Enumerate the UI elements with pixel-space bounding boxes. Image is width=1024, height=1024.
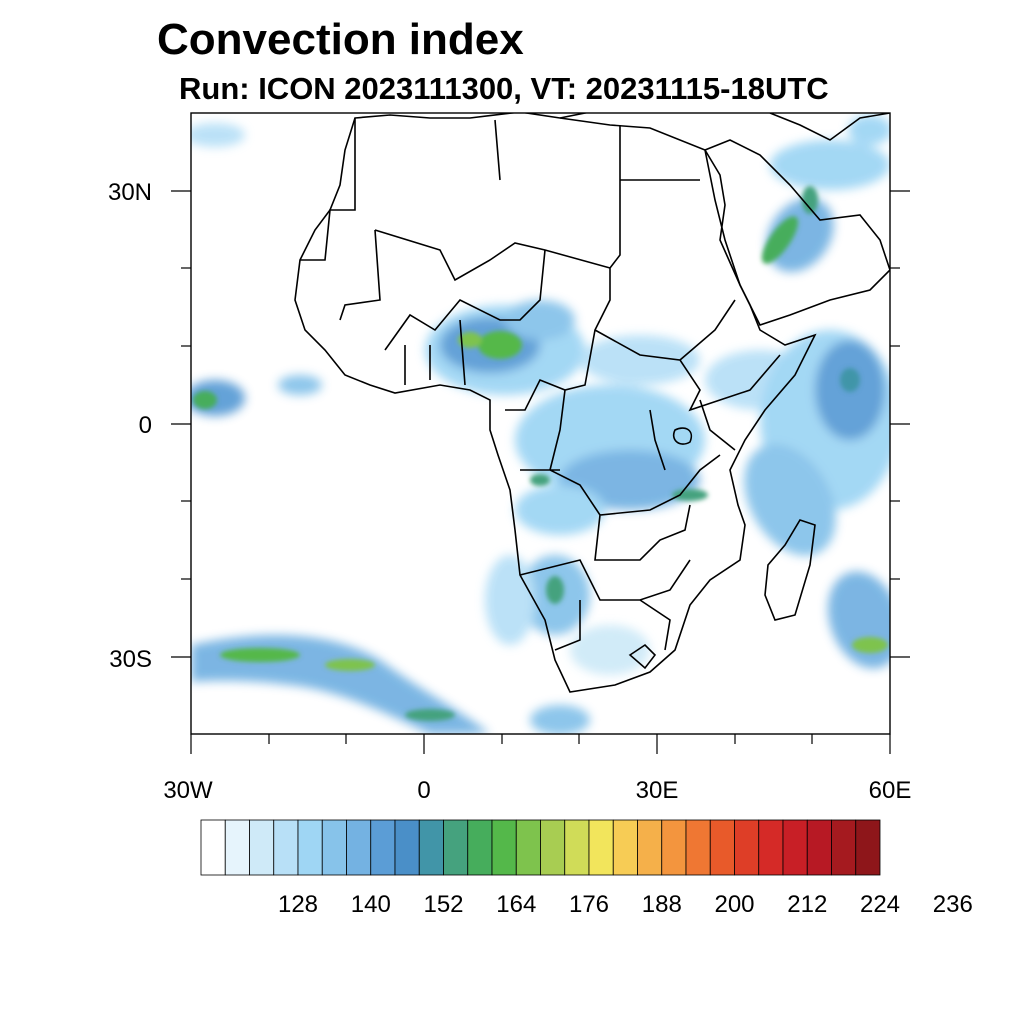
colorbar-swatch xyxy=(200,819,226,876)
colorbar-swatch xyxy=(297,819,323,876)
colorbar-swatch xyxy=(831,819,857,876)
colorbar-swatch xyxy=(418,819,444,876)
colorbar-label: 188 xyxy=(642,891,682,918)
lon-tick-label: 30E xyxy=(636,777,679,804)
colorbar-labels: 128 140 152 164 176 188 200 212 224 236 xyxy=(278,891,973,918)
colorbar-label: 176 xyxy=(569,891,609,918)
colorbar-swatch xyxy=(224,819,250,876)
colorbar-label: 164 xyxy=(496,891,536,918)
colorbar xyxy=(200,819,881,876)
axis-ticks xyxy=(171,190,910,754)
colorbar-label: 200 xyxy=(714,891,754,918)
colorbar-swatch xyxy=(637,819,663,876)
colorbar-swatch xyxy=(588,819,614,876)
chart-subtitle: Run: ICON 2023111300, VT: 20231115-18UTC xyxy=(179,71,829,106)
lat-tick-label: 30S xyxy=(109,646,152,673)
colorbar-label: 236 xyxy=(933,891,973,918)
colorbar-swatch xyxy=(661,819,687,876)
colorbar-swatch xyxy=(709,819,735,876)
colorbar-swatch xyxy=(467,819,493,876)
colorbar-swatch xyxy=(346,819,372,876)
convection-field xyxy=(191,115,890,734)
colorbar-swatch xyxy=(321,819,347,876)
colorbar-swatch xyxy=(249,819,275,876)
colorbar-label: 212 xyxy=(787,891,827,918)
chart-title: Convection index xyxy=(157,15,524,64)
colorbar-swatch xyxy=(273,819,299,876)
colorbar-swatch xyxy=(515,819,541,876)
lat-tick-label: 30N xyxy=(108,179,152,206)
colorbar-label: 152 xyxy=(423,891,463,918)
colorbar-label: 140 xyxy=(351,891,391,918)
colorbar-swatch xyxy=(855,819,881,876)
colorbar-swatch xyxy=(758,819,784,876)
lon-tick-label: 30W xyxy=(163,777,213,804)
lon-tick-label: 0 xyxy=(417,777,430,804)
colorbar-swatch xyxy=(394,819,420,876)
colorbar-label: 128 xyxy=(278,891,318,918)
colorbar-swatch xyxy=(806,819,832,876)
colorbar-swatch xyxy=(443,819,469,876)
colorbar-label: 224 xyxy=(860,891,900,918)
colorbar-swatch xyxy=(782,819,808,876)
colorbar-swatch xyxy=(491,819,517,876)
colorbar-swatch xyxy=(685,819,711,876)
colorbar-swatch xyxy=(612,819,638,876)
colorbar-swatch xyxy=(564,819,590,876)
lat-tick-label: 0 xyxy=(139,412,152,439)
lon-tick-label: 60E xyxy=(869,777,912,804)
coastlines-borders xyxy=(294,113,890,693)
colorbar-swatch xyxy=(734,819,760,876)
colorbar-swatch xyxy=(540,819,566,876)
colorbar-swatch xyxy=(370,819,396,876)
